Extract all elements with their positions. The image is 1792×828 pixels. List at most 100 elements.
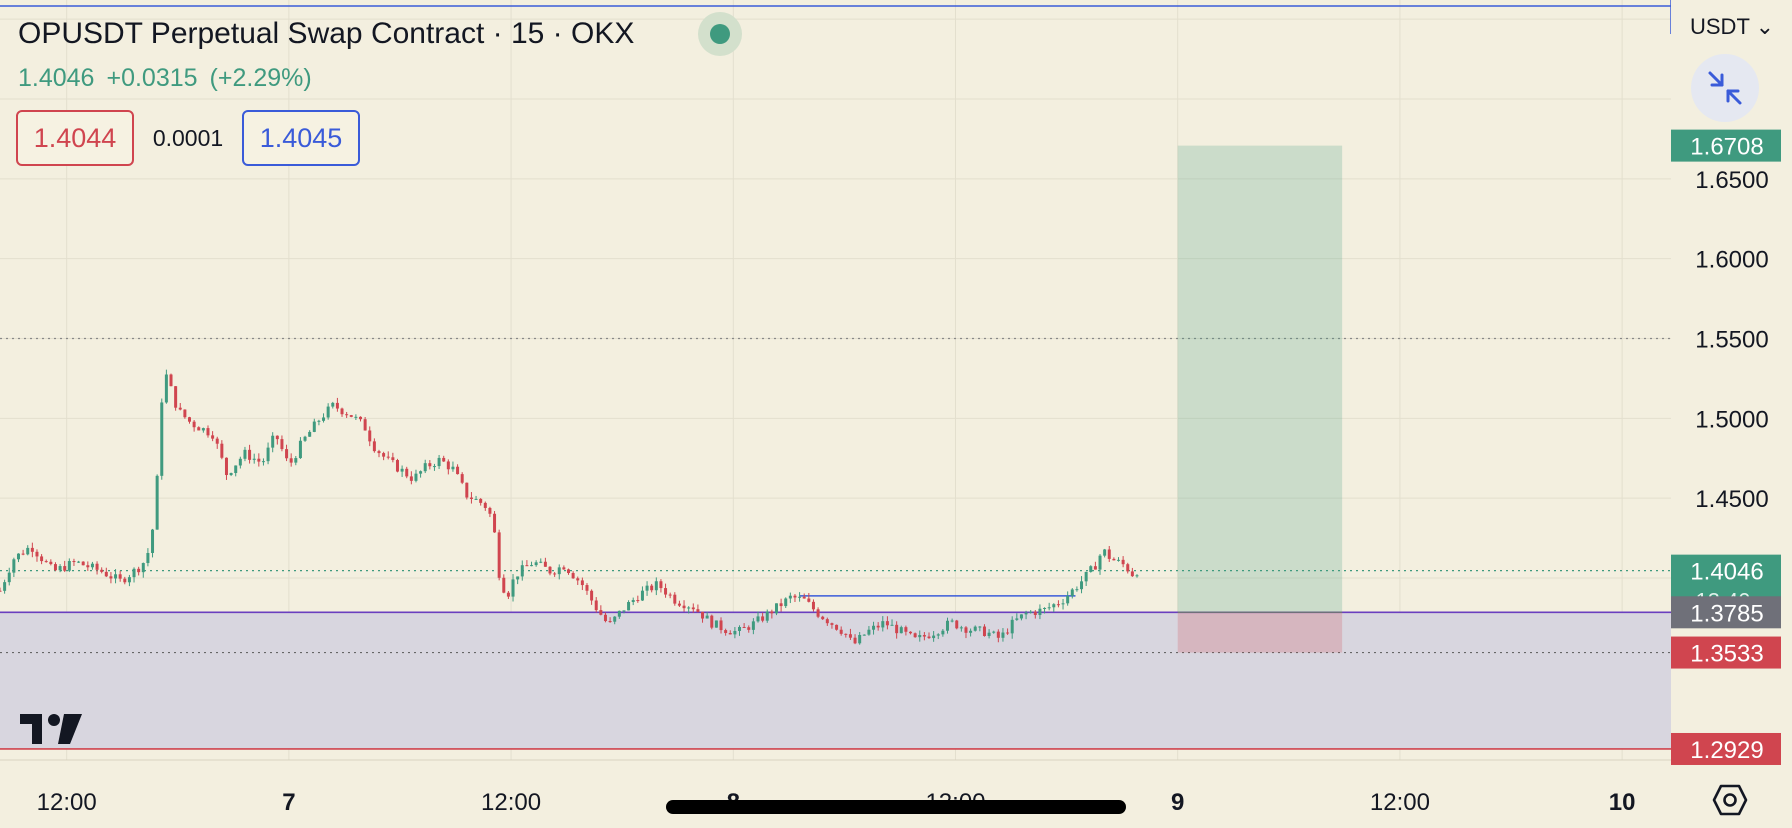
- candle-body: [867, 629, 871, 635]
- candle-167: [770, 609, 774, 619]
- candle-67: [308, 430, 312, 437]
- candle-236: [1089, 565, 1093, 573]
- profit-zone: [1177, 145, 1343, 613]
- candle-body: [761, 616, 765, 621]
- candle-body: [308, 431, 312, 437]
- candle-16: [72, 558, 76, 566]
- candle-body: [705, 615, 709, 619]
- candle-body: [932, 635, 936, 639]
- candle-142: [654, 577, 658, 596]
- candle-191: [881, 616, 885, 632]
- candle-body: [395, 460, 399, 472]
- candle-body: [437, 457, 441, 467]
- spread-value: 0.0001: [152, 124, 224, 151]
- candle-64: [294, 455, 298, 466]
- sell-button[interactable]: 1.4044: [16, 110, 134, 166]
- candle-body: [261, 461, 265, 463]
- buy-button[interactable]: 1.4045: [242, 110, 360, 166]
- candle-body: [913, 633, 917, 638]
- candle-233: [1075, 586, 1079, 592]
- candle-body: [312, 421, 316, 432]
- long-position-tool[interactable]: [1177, 145, 1343, 653]
- candle-body: [460, 474, 464, 483]
- candle-body: [640, 590, 644, 601]
- candle-18: [81, 561, 85, 566]
- candle-body: [16, 553, 20, 560]
- candle-body: [839, 629, 843, 634]
- candle-101: [465, 482, 469, 500]
- candle-body: [451, 466, 455, 470]
- candle-109: [502, 574, 506, 594]
- candle-body: [950, 620, 954, 622]
- candle-body: [918, 635, 922, 638]
- candle-141: [650, 583, 654, 593]
- candle-75: [345, 411, 349, 418]
- candle-221: [1019, 614, 1023, 621]
- candle-34: [155, 474, 159, 530]
- candle-159: [733, 627, 737, 639]
- symbol-title[interactable]: OPUSDT Perpetual Swap Contract · 15 · OK…: [18, 14, 634, 54]
- candle-body: [400, 468, 404, 472]
- candle-body: [229, 473, 233, 476]
- candle-150: [691, 603, 695, 613]
- candle-207: [955, 619, 959, 630]
- candle-60: [275, 435, 279, 445]
- candle-body: [936, 634, 940, 636]
- candle-127: [585, 583, 589, 595]
- candle-body: [317, 420, 321, 422]
- candle-body: [90, 563, 94, 568]
- candle-192: [885, 616, 889, 630]
- price-badge-label: 1.6708: [1690, 134, 1763, 161]
- candle-body: [1098, 555, 1102, 570]
- currency-selector[interactable]: USDT ⌄: [1690, 14, 1774, 40]
- minimize-button[interactable]: [1691, 54, 1759, 122]
- candle-122: [562, 565, 566, 570]
- candle-body: [252, 458, 256, 460]
- candle-119: [548, 566, 552, 576]
- candle-body: [654, 581, 658, 591]
- candle-body: [506, 592, 510, 597]
- candle-body: [7, 572, 11, 583]
- candle-147: [677, 600, 681, 607]
- candle-89: [409, 471, 413, 485]
- candle-132: [608, 617, 612, 623]
- candle-body: [876, 625, 880, 628]
- candle-body: [1107, 549, 1111, 559]
- candle-body: [132, 568, 136, 578]
- candle-body: [756, 616, 760, 622]
- candle-body: [201, 428, 205, 431]
- candle-body: [557, 567, 561, 575]
- candle-body: [1066, 595, 1070, 604]
- candle-body: [862, 634, 866, 636]
- candle-130: [599, 605, 603, 616]
- candle-47: [215, 436, 219, 449]
- candle-body: [155, 475, 159, 530]
- candle-body: [1080, 581, 1084, 590]
- candle-10: [44, 559, 48, 563]
- candle-body: [446, 461, 450, 470]
- candle-24: [109, 572, 113, 584]
- candle-body: [497, 532, 501, 578]
- candle-2: [7, 567, 11, 586]
- candle-213: [982, 624, 986, 637]
- ask-price: 1.4045: [259, 122, 343, 153]
- candle-body: [160, 402, 164, 476]
- candle-body: [636, 600, 640, 602]
- candle-body: [627, 602, 631, 611]
- candle-214: [987, 629, 991, 639]
- candle-body: [585, 585, 589, 591]
- candle-body: [645, 585, 649, 591]
- candle-83: [382, 451, 386, 461]
- candle-0: [0, 587, 2, 592]
- price-axis[interactable]: 1.6500 1.6000 1.5500 1.5000 1.4500: [1671, 0, 1792, 760]
- candle-body: [345, 414, 349, 416]
- candle-body: [1010, 619, 1014, 634]
- candle-14: [63, 560, 67, 573]
- candle-body: [927, 636, 931, 639]
- candle-65: [298, 437, 302, 459]
- home-indicator[interactable]: [666, 800, 1126, 814]
- candle-79: [363, 417, 367, 431]
- settings-icon[interactable]: [1712, 782, 1748, 818]
- candle-body: [659, 581, 663, 589]
